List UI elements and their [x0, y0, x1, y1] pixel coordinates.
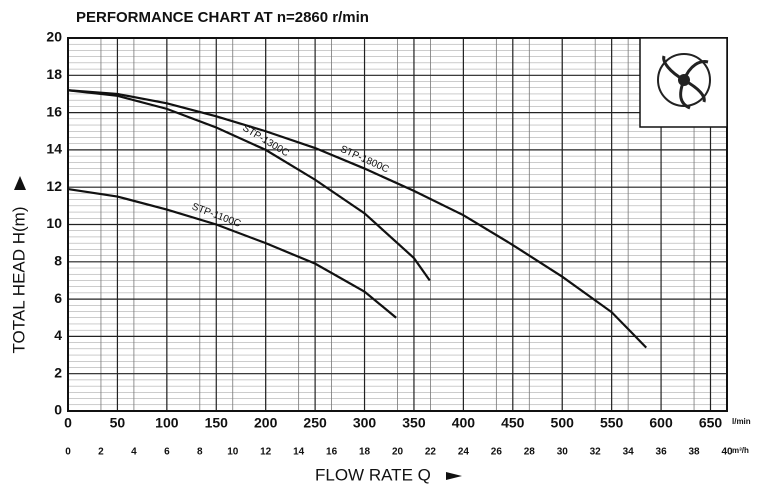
curve: [67, 89, 648, 349]
x2-tick-label: 18: [359, 447, 371, 458]
x-axis-title: FLOW RATE Q: [315, 465, 431, 484]
x-tick-label: 450: [501, 415, 525, 431]
y-tick-label: 2: [54, 364, 62, 380]
y-tick-label: 6: [54, 290, 62, 306]
y-tick-label: 14: [46, 141, 62, 157]
x-tick-label: 550: [600, 415, 624, 431]
x-tick-label: 100: [155, 415, 179, 431]
x2-tick-label: 40: [721, 447, 733, 458]
x-tick-label: 200: [254, 415, 278, 431]
x2-tick-label: 26: [491, 447, 503, 458]
x2-tick-label: 22: [425, 447, 437, 458]
y-tick-label: 18: [46, 66, 62, 82]
x2-tick-label: 8: [197, 447, 203, 458]
x-tick-label: 50: [110, 415, 126, 431]
y-tick-label: 20: [46, 29, 62, 45]
x-tick-label: 250: [303, 415, 327, 431]
curve: [67, 89, 431, 282]
y-tick-label: 8: [54, 253, 62, 269]
x2-tick-label: 28: [524, 447, 536, 458]
x2-tick-label: 30: [557, 447, 569, 458]
x2-tick-label: 14: [293, 447, 305, 458]
y-tick-label: 12: [46, 178, 62, 194]
x2-tick-label: 32: [590, 447, 602, 458]
curve: [67, 187, 397, 319]
y-tick-label: 16: [46, 103, 62, 119]
plot-frame: [67, 37, 728, 412]
x-tick-label: 0: [64, 415, 72, 431]
x-tick-label: 350: [402, 415, 426, 431]
x-tick-label: 150: [205, 415, 229, 431]
x2-tick-label: 38: [688, 447, 700, 458]
x2-tick-label: 12: [260, 447, 272, 458]
y-axis-title: TOTAL HEAD H(m): [9, 206, 28, 353]
y-tick-label: 4: [54, 327, 62, 343]
x-tick-label: 500: [551, 415, 575, 431]
x2-tick-label: 2: [98, 447, 104, 458]
y-arrow: [14, 176, 26, 190]
x-unit: l/min: [732, 417, 751, 426]
x2-tick-label: 6: [164, 447, 170, 458]
x2-tick-label: 16: [326, 447, 338, 458]
x2-tick-label: 34: [623, 447, 635, 458]
x-tick-label: 600: [649, 415, 673, 431]
y-tick-label: 0: [54, 402, 62, 418]
x2-tick-label: 24: [458, 447, 470, 458]
x2-tick-label: 0: [65, 447, 71, 458]
x-tick-label: 400: [452, 415, 476, 431]
x-tick-label: 300: [353, 415, 377, 431]
chart-title: PERFORMANCE CHART AT n=2860 r/min: [76, 9, 369, 26]
x2-tick-label: 4: [131, 447, 137, 458]
x-arrow: [446, 472, 462, 480]
y-tick-label: 10: [46, 215, 62, 231]
x2-tick-label: 36: [656, 447, 668, 458]
x2-unit: m³/h: [732, 446, 749, 455]
x2-tick-label: 20: [392, 447, 404, 458]
impeller-icon: [639, 37, 728, 128]
x-tick-label: 650: [699, 415, 723, 431]
x2-tick-label: 10: [227, 447, 239, 458]
